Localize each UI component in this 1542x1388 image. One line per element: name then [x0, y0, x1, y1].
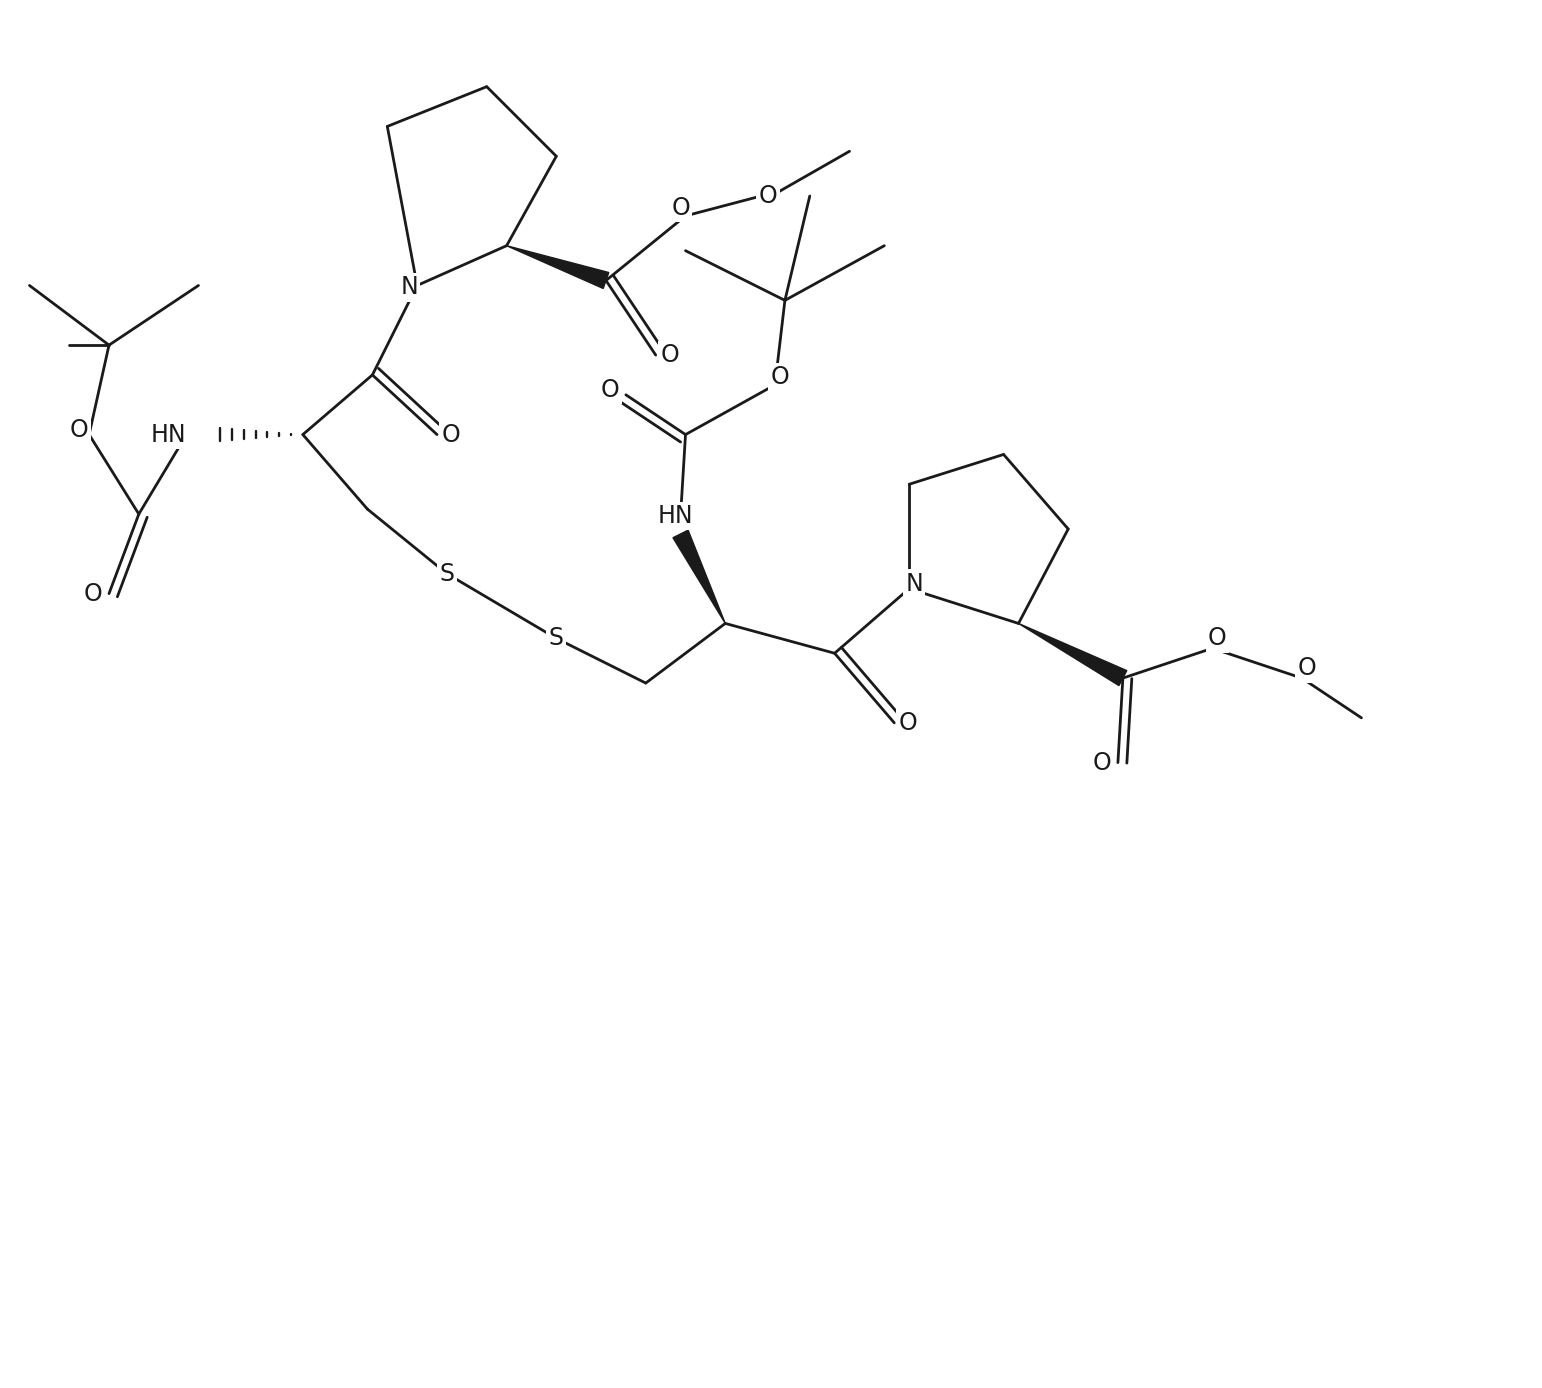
Text: O: O [441, 422, 461, 447]
Text: O: O [1297, 657, 1317, 680]
Text: O: O [759, 185, 777, 208]
Text: HN: HN [658, 504, 694, 527]
Text: O: O [771, 365, 790, 389]
Text: HN: HN [151, 422, 187, 447]
Text: N: N [905, 572, 924, 595]
Polygon shape [1019, 623, 1127, 686]
Text: O: O [600, 378, 620, 403]
Text: O: O [1093, 751, 1112, 775]
Text: O: O [660, 343, 678, 366]
Text: S: S [439, 562, 455, 586]
Text: N: N [401, 275, 418, 300]
Text: O: O [671, 196, 689, 219]
Text: O: O [1207, 626, 1227, 651]
Polygon shape [507, 246, 609, 289]
Text: S: S [549, 626, 564, 651]
Text: O: O [83, 582, 102, 605]
Text: O: O [69, 418, 88, 441]
Polygon shape [672, 530, 725, 623]
Text: O: O [899, 711, 917, 734]
